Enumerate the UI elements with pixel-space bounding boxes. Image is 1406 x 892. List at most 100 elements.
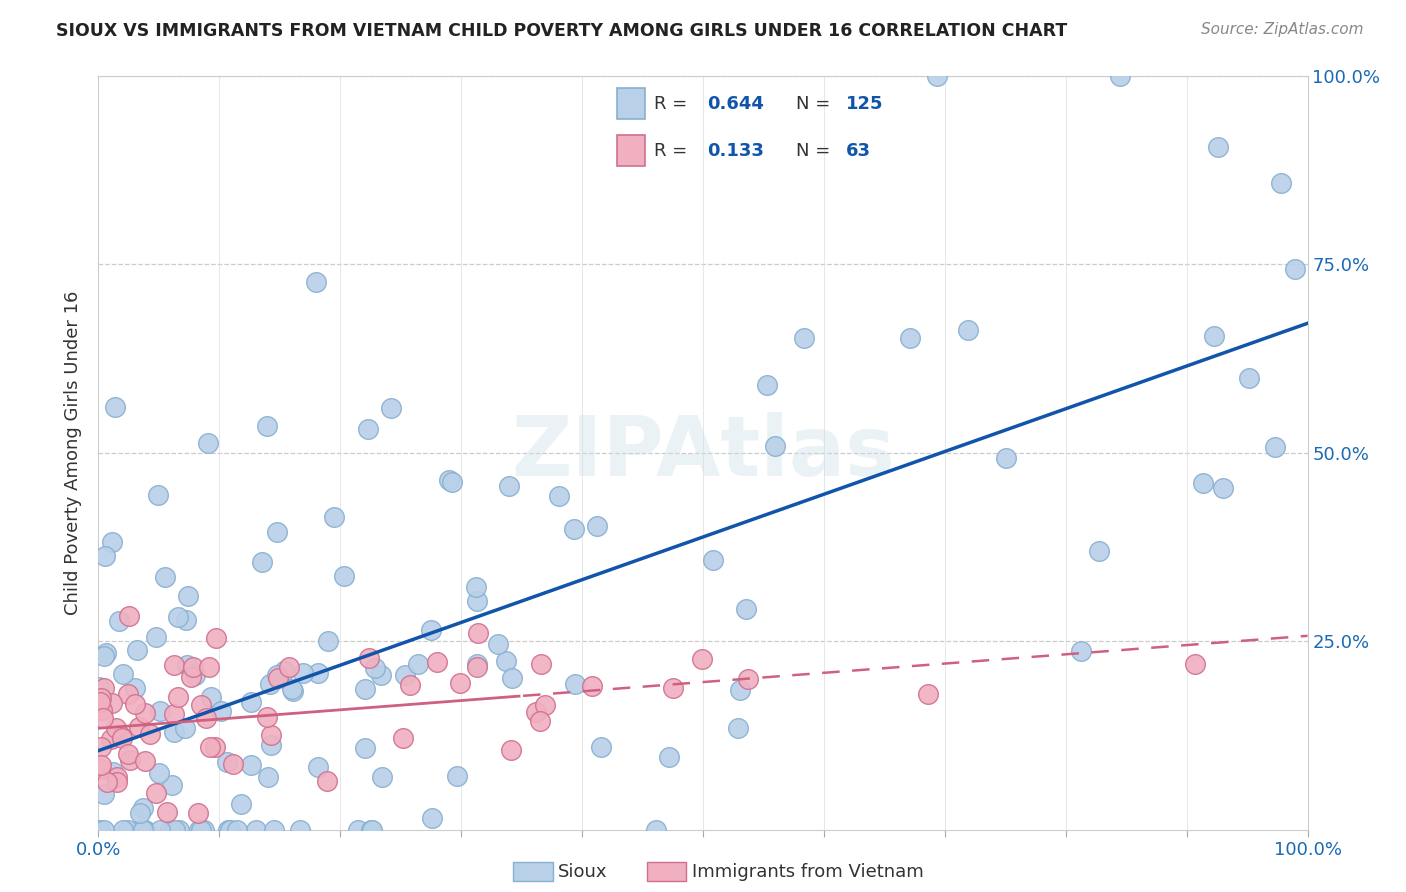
Point: [793, 331, 815, 345]
Point: [163, 706, 186, 721]
Point: [347, 822, 370, 837]
Point: [117, 747, 139, 762]
Point: [1270, 176, 1292, 190]
Point: [94, 549, 117, 564]
FancyBboxPatch shape: [617, 88, 645, 119]
Point: [702, 552, 724, 566]
Point: [530, 657, 553, 671]
Point: [1088, 544, 1111, 558]
Point: [200, 690, 222, 704]
Point: [134, 754, 156, 768]
Point: [273, 664, 295, 678]
Point: [467, 657, 489, 671]
Text: Sioux: Sioux: [558, 863, 607, 881]
Point: [581, 679, 603, 693]
Point: [240, 757, 263, 772]
Point: [524, 706, 547, 720]
Point: [124, 681, 146, 695]
Point: [104, 400, 127, 414]
Point: [104, 721, 127, 735]
Point: [501, 742, 523, 756]
Point: [90, 739, 112, 754]
Point: [209, 704, 232, 718]
Point: [239, 696, 262, 710]
Point: [159, 822, 181, 837]
Point: [359, 650, 381, 665]
Point: [108, 615, 131, 629]
Point: [125, 643, 148, 657]
Point: [90, 690, 112, 705]
Point: [174, 613, 197, 627]
Point: [333, 569, 356, 583]
Point: [167, 822, 190, 837]
Point: [956, 323, 979, 337]
Point: [111, 667, 134, 681]
Point: [118, 609, 141, 624]
Point: [564, 677, 586, 691]
Point: [380, 401, 402, 415]
Point: [256, 418, 278, 433]
Point: [589, 739, 612, 754]
Point: [176, 657, 198, 672]
Point: [89, 822, 111, 837]
Point: [181, 660, 204, 674]
Point: [128, 720, 150, 734]
Point: [727, 721, 749, 735]
Point: [420, 811, 443, 825]
Text: Immigrants from Vietnam: Immigrants from Vietnam: [692, 863, 924, 881]
Point: [465, 594, 488, 608]
Point: [392, 731, 415, 745]
Point: [174, 721, 197, 735]
Point: [437, 473, 460, 487]
Point: [1206, 140, 1229, 154]
Point: [124, 697, 146, 711]
Point: [1264, 440, 1286, 454]
Point: [167, 690, 190, 704]
Point: [394, 668, 416, 682]
Point: [89, 695, 111, 709]
Point: [100, 731, 122, 746]
Y-axis label: Child Poverty Among Girls Under 16: Child Poverty Among Girls Under 16: [65, 291, 83, 615]
Point: [260, 738, 283, 752]
Point: [465, 660, 488, 674]
Point: [465, 580, 488, 594]
Point: [995, 451, 1018, 466]
Point: [449, 675, 471, 690]
Point: [226, 822, 249, 837]
Point: [917, 687, 939, 701]
Point: [89, 681, 111, 695]
Point: [197, 436, 219, 450]
Point: [1202, 328, 1225, 343]
Point: [117, 822, 139, 837]
Point: [419, 624, 441, 638]
Point: [316, 774, 339, 789]
Point: [134, 822, 156, 837]
Point: [307, 760, 329, 774]
Point: [93, 648, 115, 663]
Point: [446, 768, 468, 782]
Point: [644, 822, 666, 837]
Point: [533, 698, 555, 712]
Point: [245, 822, 267, 837]
Point: [728, 682, 751, 697]
Point: [353, 682, 375, 697]
Point: [217, 822, 239, 837]
Point: [184, 667, 207, 681]
Point: [177, 589, 200, 603]
Point: [139, 727, 162, 741]
Point: [1284, 261, 1306, 276]
Point: [658, 749, 681, 764]
Point: [690, 652, 713, 666]
Point: [111, 731, 134, 746]
Point: [180, 670, 202, 684]
FancyBboxPatch shape: [617, 136, 645, 166]
Point: [132, 800, 155, 814]
Point: [94, 646, 117, 660]
Point: [187, 806, 209, 821]
Point: [467, 626, 489, 640]
Point: [250, 555, 273, 569]
Point: [218, 822, 240, 837]
Point: [195, 711, 218, 725]
Point: [198, 740, 221, 755]
Point: [105, 774, 128, 789]
